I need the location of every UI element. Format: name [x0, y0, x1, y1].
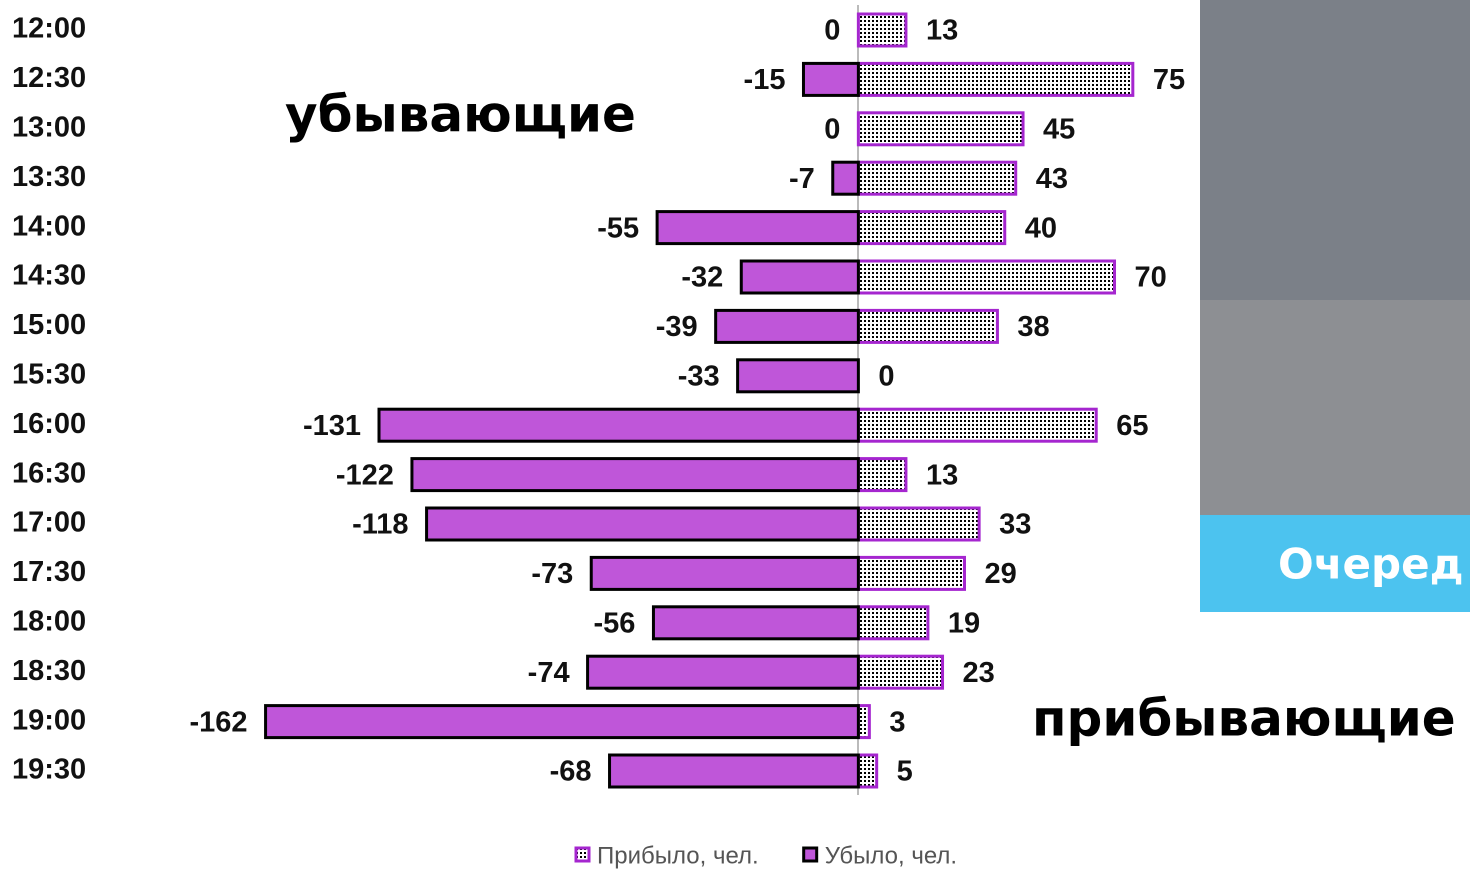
bar [856, 61, 1135, 97]
bar [856, 12, 908, 48]
value-label: 0 [878, 360, 894, 392]
legend-label: Убыло, чел. [825, 842, 957, 869]
value-label: -15 [744, 64, 786, 96]
bar [410, 457, 860, 493]
category-label: 15:00 [12, 309, 86, 341]
value-label: -73 [531, 558, 573, 590]
value-label: 40 [1025, 212, 1057, 244]
value-label: -56 [594, 607, 636, 639]
category-label: 17:00 [12, 507, 86, 539]
value-label: 29 [984, 558, 1016, 590]
value-label: -68 [550, 756, 592, 788]
legend-label: Прибыло, чел. [597, 842, 759, 869]
category-label: 14:30 [12, 260, 86, 292]
category-label: 16:00 [12, 408, 86, 440]
bar [856, 457, 908, 493]
bar [831, 160, 860, 196]
category-label: 12:30 [12, 62, 86, 94]
value-label: 33 [999, 509, 1031, 541]
bar [856, 753, 879, 789]
value-label: -74 [528, 657, 570, 689]
category-label: 18:00 [12, 605, 86, 637]
value-label: 23 [963, 657, 995, 689]
bar [856, 506, 981, 542]
category-label: 13:30 [12, 161, 86, 193]
category-label: 16:30 [12, 457, 86, 489]
bar [589, 555, 860, 591]
legend-swatch [574, 846, 591, 863]
value-label: 19 [948, 607, 980, 639]
category-label: 19:00 [12, 704, 86, 736]
value-label: 3 [889, 706, 905, 738]
photo-banner [1200, 515, 1470, 612]
value-label: 13 [926, 15, 958, 47]
bar [264, 704, 860, 740]
value-label: 0 [824, 113, 840, 145]
annotation: убывающие [285, 86, 636, 144]
bar [856, 259, 1117, 295]
category-label: 18:30 [12, 655, 86, 687]
value-label: -7 [789, 163, 815, 195]
value-label: -118 [352, 509, 408, 541]
value-label: 13 [926, 459, 958, 491]
value-label: -32 [681, 262, 723, 294]
bar [856, 111, 1025, 147]
annotation: прибывающие [1032, 690, 1456, 748]
value-label: -39 [656, 311, 698, 343]
bar [736, 358, 860, 394]
value-label: -131 [303, 410, 361, 442]
bar [856, 308, 999, 344]
bar [377, 407, 860, 443]
bar [801, 61, 860, 97]
category-label: 13:00 [12, 111, 86, 143]
value-label: 65 [1116, 410, 1148, 442]
value-label: 75 [1153, 64, 1185, 96]
bar [651, 605, 860, 641]
value-label: 0 [824, 15, 840, 47]
bar [655, 210, 860, 246]
bar [856, 160, 1018, 196]
bar [586, 654, 860, 690]
photo-crowd [1200, 0, 1470, 300]
category-label: 19:30 [12, 754, 86, 786]
bar [856, 555, 966, 591]
value-label: 38 [1017, 311, 1049, 343]
category-label: 12:00 [12, 13, 86, 45]
category-label: 14:00 [12, 210, 86, 242]
value-label: 43 [1036, 163, 1068, 195]
category-label: 15:30 [12, 358, 86, 390]
value-label: 70 [1135, 262, 1167, 294]
bar [739, 259, 860, 295]
bar [856, 210, 1007, 246]
bar [856, 654, 945, 690]
value-label: -122 [336, 459, 394, 491]
bar [856, 605, 930, 641]
value-label: -162 [190, 706, 248, 738]
bar [425, 506, 860, 542]
photo: Очеред [1200, 0, 1470, 612]
bar [714, 308, 860, 344]
value-label: 5 [897, 756, 913, 788]
value-label: -33 [678, 360, 720, 392]
value-label: 45 [1043, 113, 1075, 145]
category-label: 17:30 [12, 556, 86, 588]
bar [856, 407, 1098, 443]
photo-caption: Очеред [1278, 540, 1464, 589]
bar [856, 704, 871, 740]
bar [608, 753, 860, 789]
legend-swatch [802, 846, 819, 863]
value-label: -55 [597, 212, 639, 244]
